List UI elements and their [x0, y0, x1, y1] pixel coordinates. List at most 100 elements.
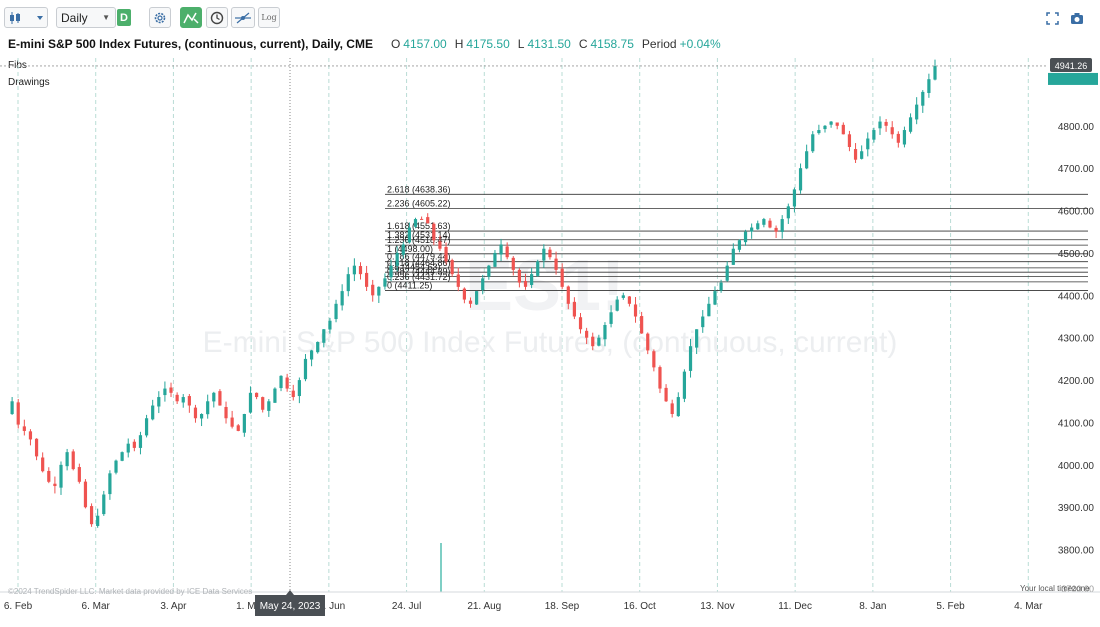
candle-body [65, 452, 69, 467]
time-tick-label: 21. Aug [467, 601, 501, 612]
candle-body [927, 79, 931, 94]
candle-body [377, 286, 381, 296]
toolbar: Daily ▼ D Log [0, 0, 1100, 34]
candle-body [108, 473, 112, 495]
candle-body [798, 168, 803, 191]
candle-body [144, 418, 149, 436]
fib-level-label: 0 (4411.25) [387, 281, 432, 291]
chart-type-button[interactable] [4, 7, 48, 28]
candle-body [267, 401, 271, 411]
candle-body [291, 390, 295, 398]
candle-body [872, 130, 876, 140]
log-scale-button[interactable]: Log [258, 7, 280, 28]
screenshot-button[interactable] [1070, 12, 1084, 30]
price-axis: 3800.00 3900.00 4000.00 4100.00 4200.00 4300.… [1058, 122, 1095, 594]
last-price-label: 4941.26 [1055, 61, 1088, 71]
drawings-panel-toggle[interactable]: Drawings [8, 77, 50, 88]
candle-body [199, 414, 204, 419]
candle-body [725, 265, 729, 281]
candle-body [175, 394, 179, 402]
fib-retracement: 2.618 (4638.36) 2.236 (4605.22) 1.618 (455… [385, 184, 1088, 291]
candle-body [426, 217, 430, 224]
watermark: ES1! E-mini S&P 500 Index Futures, (cont… [203, 246, 898, 359]
candle-body [187, 396, 191, 406]
candle-body [615, 299, 619, 311]
candle-body [652, 351, 656, 368]
log-scale-icon: Log [261, 13, 277, 22]
price-tick-label: 3900.00 [1058, 503, 1095, 514]
candle-body [878, 121, 882, 129]
timezone-button[interactable]: Your local timezone [1020, 584, 1090, 593]
high-value: 4175.50 [466, 37, 510, 51]
candle-body [340, 291, 344, 306]
candle-body [47, 470, 51, 482]
fib-level-label: 0.382 (4444.39) [387, 267, 451, 277]
price-tick-label: 4300.00 [1058, 334, 1095, 345]
candle-body [322, 329, 326, 343]
candle-body [762, 219, 766, 225]
price-tick-label: 4800.00 [1058, 122, 1095, 133]
candle-body [664, 387, 668, 402]
candle-body [102, 494, 106, 515]
candle-body [860, 151, 864, 159]
time-button[interactable] [206, 7, 228, 28]
time-tick-label: 13. Nov [700, 601, 734, 612]
candle-body [438, 241, 442, 249]
candle-body [28, 431, 33, 440]
crosshair-pointer [286, 590, 294, 595]
fibs-panel-toggle[interactable]: Fibs [8, 60, 27, 71]
candle-body [444, 246, 448, 262]
candle-body [420, 218, 424, 220]
low-value: 4131.50 [527, 37, 571, 51]
fib-level-label: 1 (4498.00) [387, 244, 433, 254]
interval-badge[interactable]: D [117, 9, 131, 26]
chevron-down-icon: ▼ [102, 13, 110, 22]
candle-body [915, 104, 919, 120]
interval-select[interactable]: Daily ▼ [56, 7, 116, 28]
interval-value: Daily [61, 10, 88, 25]
fib-level-label: 0.786 (4479.44) [387, 252, 451, 262]
candle-body [572, 301, 577, 317]
candle-body [83, 481, 88, 508]
crosshair-date-box [255, 595, 325, 616]
time-tick-label: 16. Oct [624, 601, 656, 612]
time-tick-label: 5. Feb [936, 601, 965, 612]
candle-body [10, 401, 14, 415]
candle-body [206, 401, 210, 415]
drawing-tool-icon [235, 12, 251, 23]
candle-body [737, 240, 742, 250]
candle-body [627, 296, 632, 304]
time-tick-label: 18. Sep [545, 601, 580, 612]
fib-level-label: 0.618 (4464.86) [387, 258, 451, 268]
candle-body [481, 278, 485, 291]
chevron-down-icon [37, 15, 43, 20]
candle-body [273, 388, 277, 403]
candle-body [181, 397, 185, 403]
open-value: 4157.00 [403, 37, 447, 51]
candle-body [487, 265, 491, 277]
candle-body [475, 291, 479, 305]
candle-body [591, 336, 595, 347]
candle-body [193, 407, 198, 419]
candle-body [853, 149, 858, 160]
candle-body [218, 391, 222, 406]
candle-body [120, 452, 124, 461]
candle-body [633, 304, 638, 317]
candle-body [334, 303, 338, 320]
candle-body [352, 265, 356, 275]
candle-body [254, 392, 259, 398]
fullscreen-button[interactable] [1046, 12, 1059, 30]
candle-body [621, 295, 625, 298]
fib-level-label: 1.382 (4531.14) [387, 230, 451, 240]
candle-body [609, 312, 613, 324]
candle-body [835, 122, 839, 126]
candle-body [786, 206, 790, 219]
candle-body [560, 268, 564, 287]
indicators-button[interactable] [180, 7, 202, 28]
candle-body [371, 284, 375, 296]
symbol-title: E-mini S&P 500 Index Futures, (continuou… [8, 37, 373, 51]
candle-body [841, 124, 845, 135]
settings-button[interactable] [149, 7, 171, 28]
drawing-tools-button[interactable] [231, 7, 255, 28]
